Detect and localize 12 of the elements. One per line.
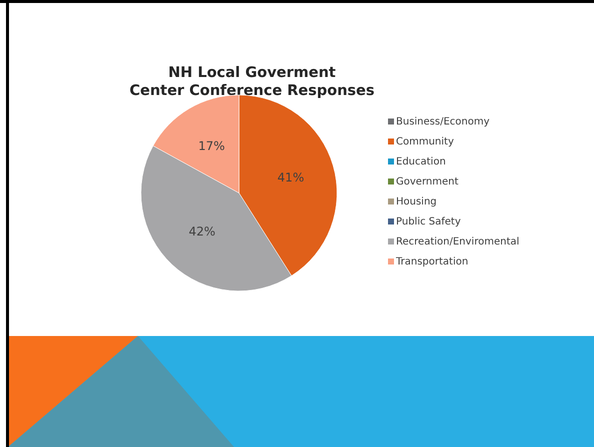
legend-label: Community: [396, 136, 454, 148]
legend-label: Housing: [396, 196, 437, 208]
legend-label: Business/Economy: [396, 116, 490, 128]
legend-label: Education: [396, 156, 446, 168]
data-label: 41%: [277, 170, 304, 184]
legend-label: Public Safety: [396, 216, 461, 228]
legend-label: Recreation/Enviromental: [396, 236, 520, 248]
legend-label: Transportation: [395, 256, 468, 268]
legend-label: Government: [396, 176, 458, 188]
data-label: 42%: [188, 224, 216, 239]
chart-title: NH Local Goverment Center Conference Responses: [129, 65, 375, 99]
data-label: 17%: [198, 138, 225, 153]
